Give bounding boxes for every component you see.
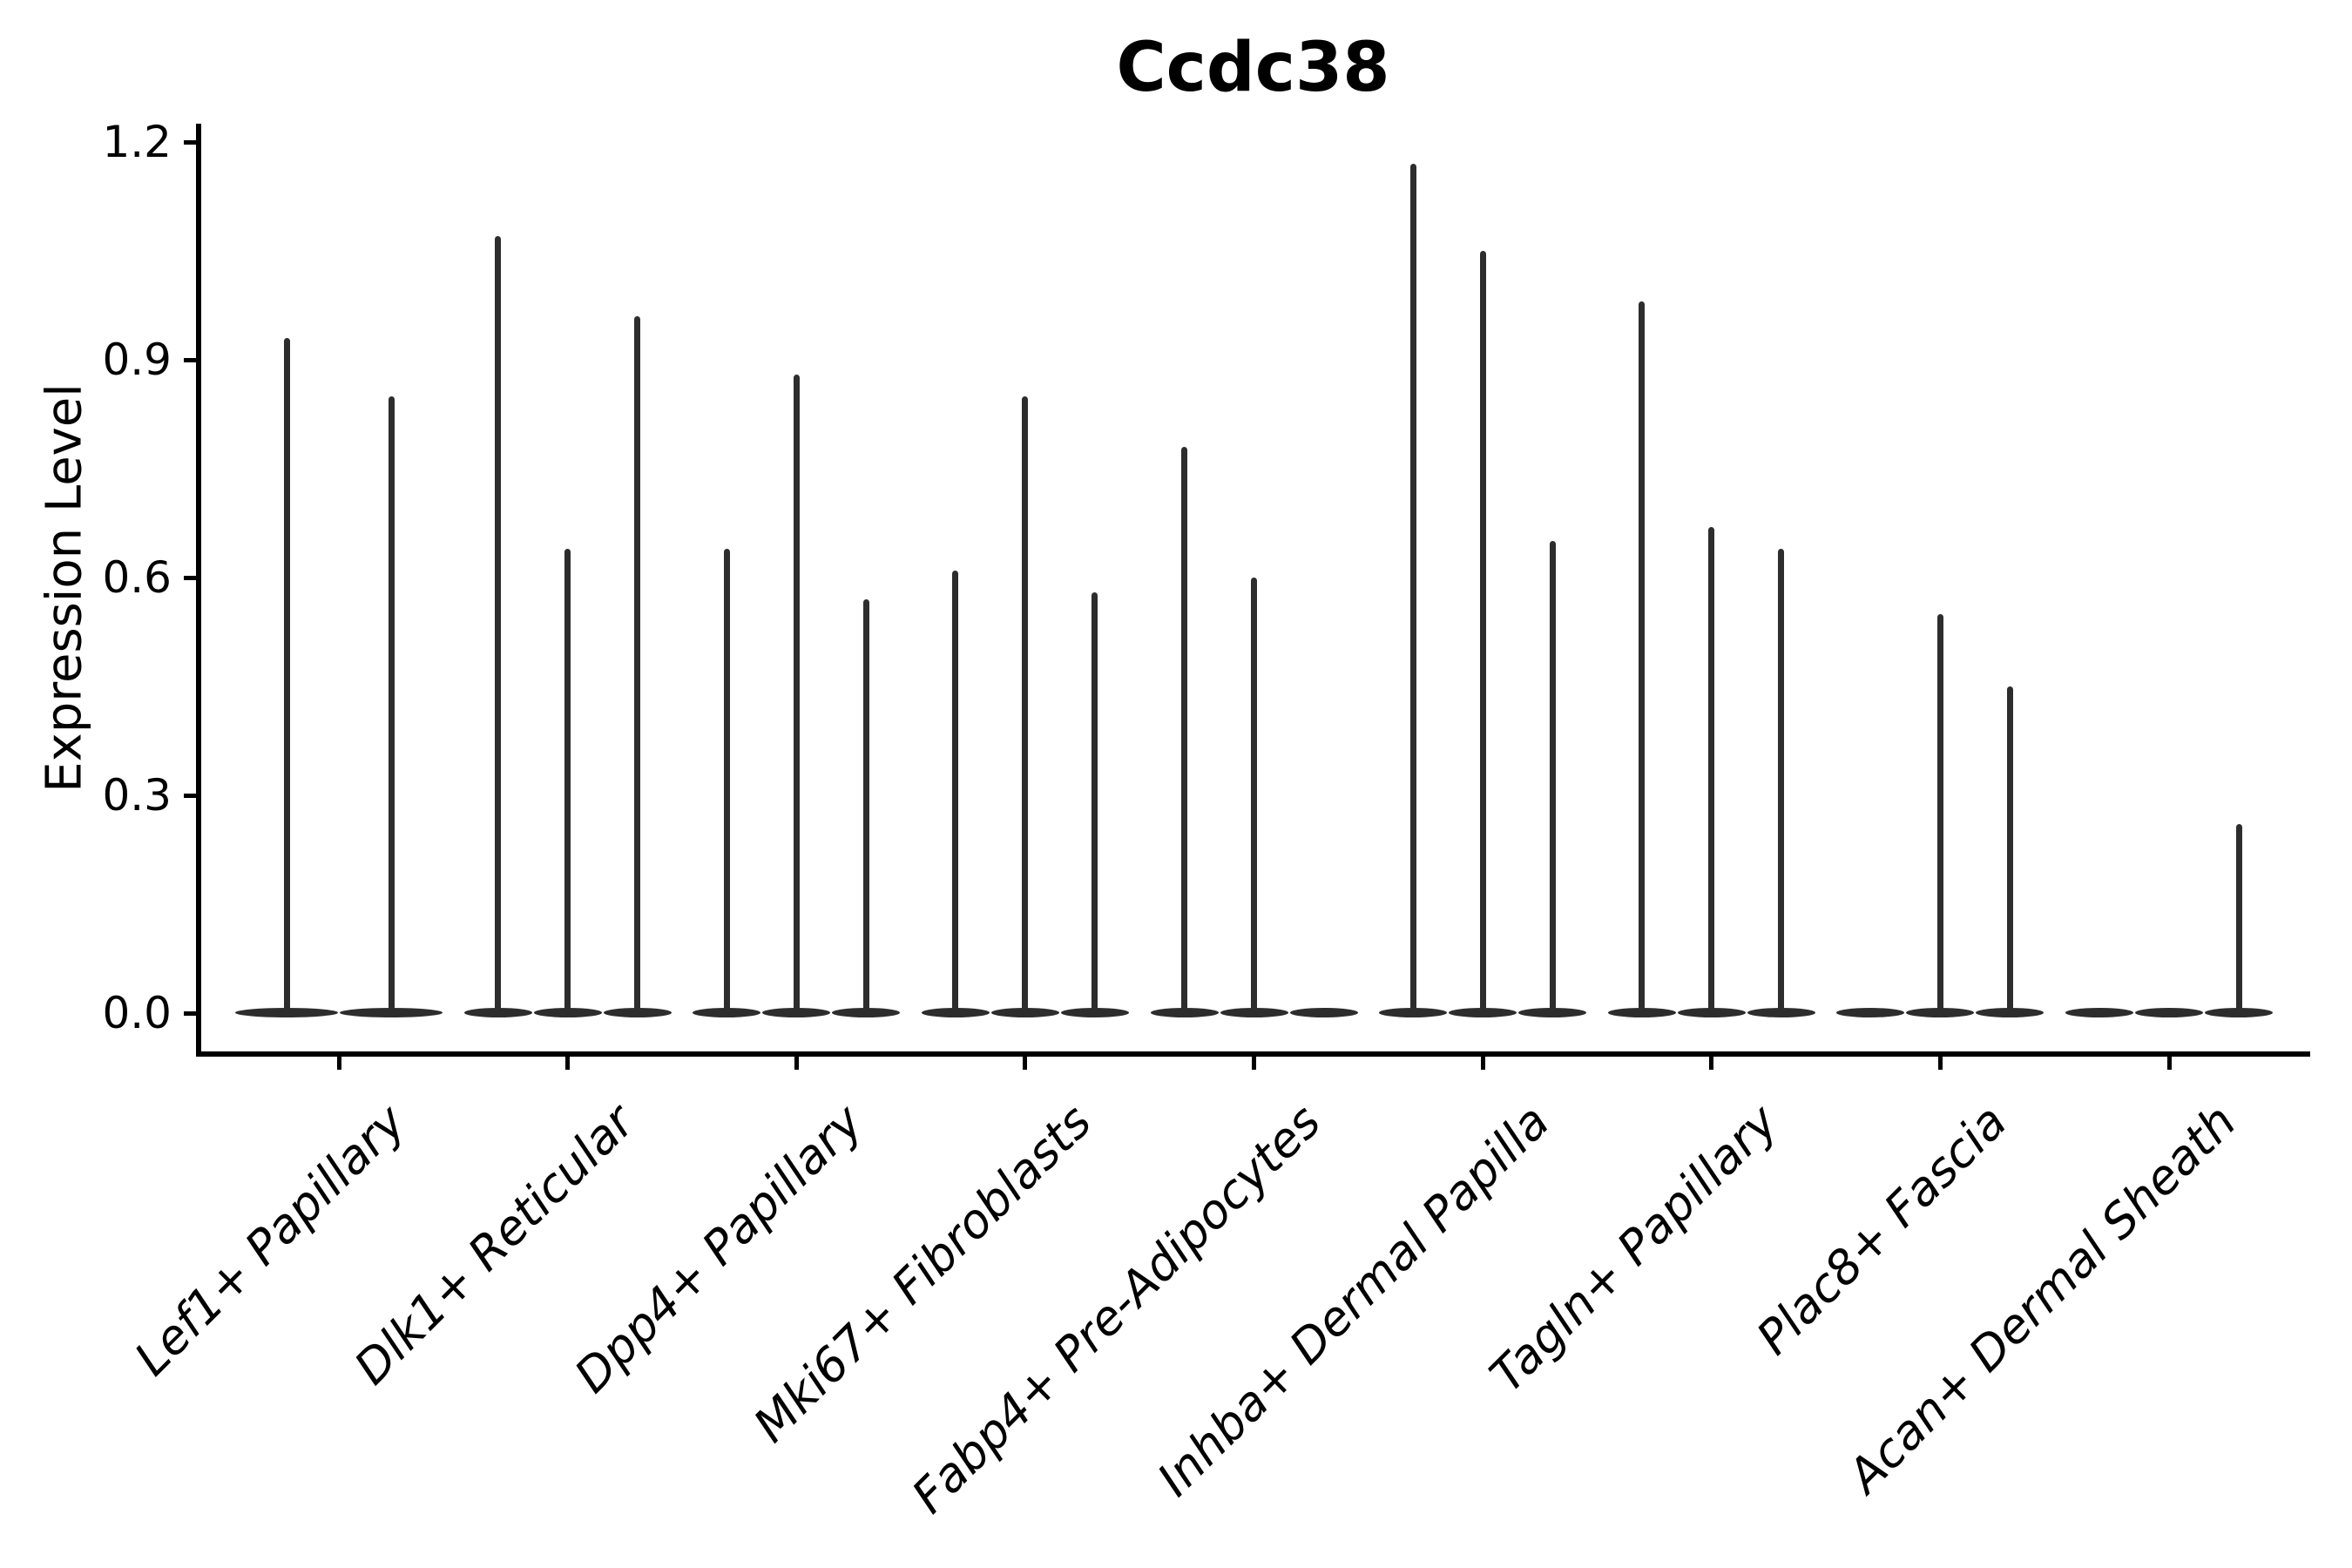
violin-base	[2065, 1008, 2133, 1017]
violin-base	[533, 1008, 602, 1017]
violin-base	[1518, 1008, 1587, 1017]
x-tick	[336, 1057, 341, 1070]
y-tick-label: 0.6	[102, 552, 172, 604]
violin-spike	[862, 599, 869, 1010]
violin-base	[1220, 1008, 1288, 1017]
violin-spike	[1708, 526, 1715, 1010]
violin-spike	[1022, 395, 1029, 1010]
violin-base	[1060, 1008, 1129, 1017]
violin-base	[1449, 1008, 1517, 1017]
violin-spike	[952, 570, 959, 1010]
violin-base	[1976, 1008, 2044, 1017]
violin-spike	[1639, 301, 1646, 1010]
violin-base	[1677, 1008, 1746, 1017]
y-tick-label: 1.2	[102, 117, 172, 168]
y-tick	[184, 1010, 196, 1016]
violin-base	[921, 1008, 990, 1017]
violin-spike	[1409, 164, 1416, 1010]
violin-base	[463, 1008, 532, 1017]
violin-spike	[2235, 824, 2242, 1010]
x-axis-spine	[196, 1051, 2310, 1057]
violin-base	[693, 1008, 761, 1017]
violin-base	[603, 1008, 672, 1017]
violin-spike	[388, 395, 395, 1010]
x-tick-label: Fabp4+ Pre-Adipocytes	[901, 1093, 1331, 1524]
violin-base	[1379, 1008, 1448, 1017]
y-tick	[184, 139, 196, 145]
violin-spike	[793, 374, 800, 1010]
violin-spike	[723, 548, 730, 1010]
x-tick-label: Plac8+ Fascia	[1746, 1093, 2017, 1366]
x-tick	[565, 1057, 571, 1070]
x-tick	[1252, 1057, 1256, 1070]
y-tick	[184, 357, 196, 362]
chart-title: Ccdc38	[1116, 29, 1390, 107]
violin-base	[1906, 1008, 1975, 1017]
violin-spike	[564, 548, 571, 1010]
violin-spike	[2006, 686, 2013, 1010]
y-tick-label: 0.0	[102, 988, 172, 1038]
violin-spike	[1778, 548, 1785, 1010]
violin-base	[235, 1008, 338, 1017]
violin-base	[2205, 1008, 2273, 1017]
x-tick	[2166, 1057, 2172, 1070]
x-tick	[1023, 1057, 1028, 1070]
x-tick	[794, 1057, 799, 1070]
violin-spike	[1251, 578, 1257, 1010]
violin-base	[1150, 1008, 1219, 1017]
x-tick	[1480, 1057, 1485, 1070]
x-tick	[1709, 1057, 1714, 1070]
violin-spike	[634, 316, 641, 1010]
violin-base	[2135, 1008, 2203, 1017]
y-tick-label: 0.9	[102, 335, 172, 386]
violin-base	[832, 1008, 901, 1017]
y-axis-spine	[196, 124, 201, 1057]
x-tick-label: Inhba+ Dermal Papilla	[1146, 1093, 1560, 1507]
violin-spike	[283, 338, 290, 1010]
violin-spike	[1479, 251, 1486, 1010]
violin-spike	[1549, 541, 1556, 1010]
y-tick	[184, 575, 196, 580]
violin-base	[340, 1008, 443, 1017]
y-tick	[184, 793, 196, 798]
violin-spike	[1936, 613, 1943, 1010]
x-tick	[1937, 1057, 1943, 1070]
violin-base	[1289, 1008, 1358, 1017]
violin-base	[1836, 1008, 1905, 1017]
violin-base	[762, 1008, 831, 1017]
violin-spike	[1181, 447, 1187, 1010]
violin-spike	[495, 236, 502, 1010]
violin-base	[1747, 1008, 1815, 1017]
violin-base	[990, 1008, 1059, 1017]
y-tick-label: 0.3	[102, 770, 172, 821]
violin-base	[1607, 1008, 1676, 1017]
x-tick-label: Acan+ Dermal Sheath	[1836, 1093, 2247, 1504]
violin-spike	[1092, 591, 1098, 1010]
